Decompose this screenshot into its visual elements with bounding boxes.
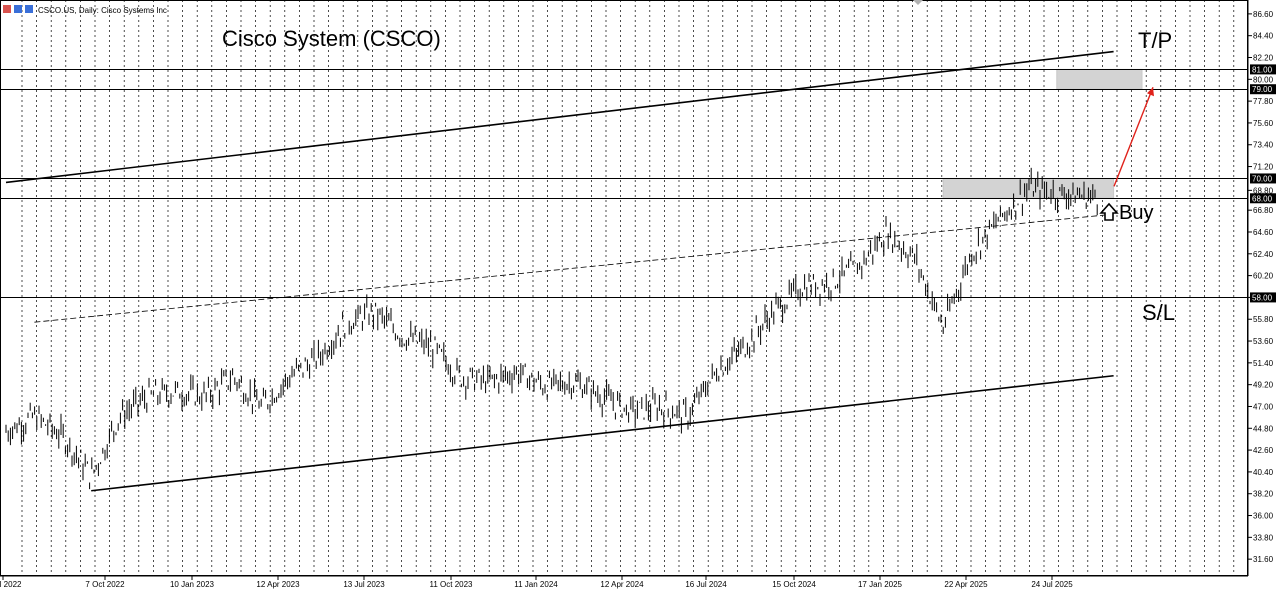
x-tick-label: 15 Oct 2024 <box>772 580 816 589</box>
y-tick-label: 49.20 <box>1253 381 1274 390</box>
buy-signal: Buy <box>1099 202 1153 224</box>
x-tick-label: 8 Jul 2022 <box>0 580 22 589</box>
upper-channel-line <box>5 50 1114 184</box>
chart-line-icon[interactable] <box>25 5 33 13</box>
price-level-badge <box>1250 193 1276 204</box>
trend-lines <box>5 50 1114 492</box>
chart-bars-icon[interactable] <box>14 5 22 13</box>
y-tick-label: 84.40 <box>1253 32 1274 41</box>
y-tick-label: 31.60 <box>1253 555 1274 564</box>
y-tick-label: 44.80 <box>1253 424 1274 433</box>
x-tick-label: 12 Apr 2024 <box>600 580 644 589</box>
y-tick-label: 36.00 <box>1253 512 1274 521</box>
x-tick-label: 22 Apr 2025 <box>944 580 988 589</box>
chart-shift-marker-icon[interactable] <box>913 0 923 5</box>
y-tick-label: 80.00 <box>1253 75 1274 84</box>
y-tick-label: 77.80 <box>1253 97 1274 106</box>
up-arrow-icon <box>1099 202 1119 221</box>
y-tick-label: 68.80 <box>1253 186 1274 195</box>
chart-grid-icon[interactable] <box>3 5 11 13</box>
x-tick-label: 13 Jul 2023 <box>343 580 385 589</box>
lower-channel-line <box>91 374 1114 492</box>
price-level-badge <box>1250 173 1276 184</box>
vertical-gridlines <box>21 0 1235 576</box>
y-tick-label: 55.80 <box>1253 315 1274 324</box>
y-tick-label: 71.20 <box>1253 163 1274 172</box>
header-icons[interactable] <box>3 5 33 13</box>
y-tick-label: 47.00 <box>1253 402 1274 411</box>
x-tick-label: 7 Oct 2022 <box>85 580 125 589</box>
price-level-label: 70.00 <box>1252 174 1273 183</box>
y-tick-label: 82.20 <box>1253 54 1274 63</box>
y-tick-label: 86.60 <box>1253 10 1274 19</box>
y-tick-label: 40.40 <box>1253 468 1274 477</box>
price-axis: 86.60 84.40 82.20 80.00 77.80 75.60 73.40 71.20… <box>1248 10 1276 564</box>
price-level-badge <box>1250 84 1276 95</box>
time-axis: 8 Jul 2022 7 Oct 2022 10 Jan 2023 12 Apr 20… <box>0 575 1248 589</box>
price-level-label: 81.00 <box>1252 65 1273 74</box>
x-tick-label: 24 Jul 2025 <box>1031 580 1073 589</box>
x-tick-label: 16 Jul 2024 <box>685 580 727 589</box>
x-tick-label: 12 Apr 2023 <box>256 580 300 589</box>
y-tick-label: 60.20 <box>1253 272 1274 281</box>
x-tick-label: 11 Jan 2024 <box>514 580 558 589</box>
price-level-label: 58.00 <box>1252 293 1273 302</box>
y-tick-label: 42.60 <box>1253 446 1274 455</box>
stop-loss-label: S/L <box>1142 300 1175 325</box>
x-tick-label: 17 Jan 2025 <box>858 580 903 589</box>
y-tick-label: 38.20 <box>1253 490 1274 499</box>
projection-arrow <box>1113 86 1154 187</box>
target-zone <box>1056 68 1143 90</box>
y-tick-label: 66.80 <box>1253 206 1274 215</box>
buy-label: Buy <box>1119 202 1153 224</box>
mid-trend-line <box>34 213 1114 323</box>
take-profit-label: T/P <box>1138 28 1172 53</box>
y-tick-label: 75.60 <box>1253 119 1274 128</box>
y-tick-label: 33.80 <box>1253 533 1274 542</box>
arrow-head-icon <box>1147 87 1154 97</box>
y-tick-label: 64.60 <box>1253 228 1274 237</box>
chart-header-label: CSCO.US, Daily: Cisco Systems Inc <box>38 6 167 15</box>
arrow-shaft <box>1113 86 1154 187</box>
price-level-label: 79.00 <box>1252 85 1273 94</box>
price-level-badge <box>1250 292 1276 303</box>
price-level-label: 68.00 <box>1252 194 1273 203</box>
y-tick-label: 73.40 <box>1253 141 1274 150</box>
plot-area <box>0 0 1248 576</box>
y-tick-label: 53.60 <box>1253 337 1274 346</box>
y-tick-label: 51.40 <box>1253 359 1274 368</box>
x-tick-label: 10 Jan 2023 <box>170 580 215 589</box>
x-tick-label: 11 Oct 2023 <box>430 580 474 589</box>
price-level-badge <box>1250 64 1276 75</box>
price-bars <box>5 167 1098 490</box>
y-tick-label: 62.40 <box>1253 250 1274 259</box>
chart-title: Cisco System (CSCO) <box>222 26 441 51</box>
